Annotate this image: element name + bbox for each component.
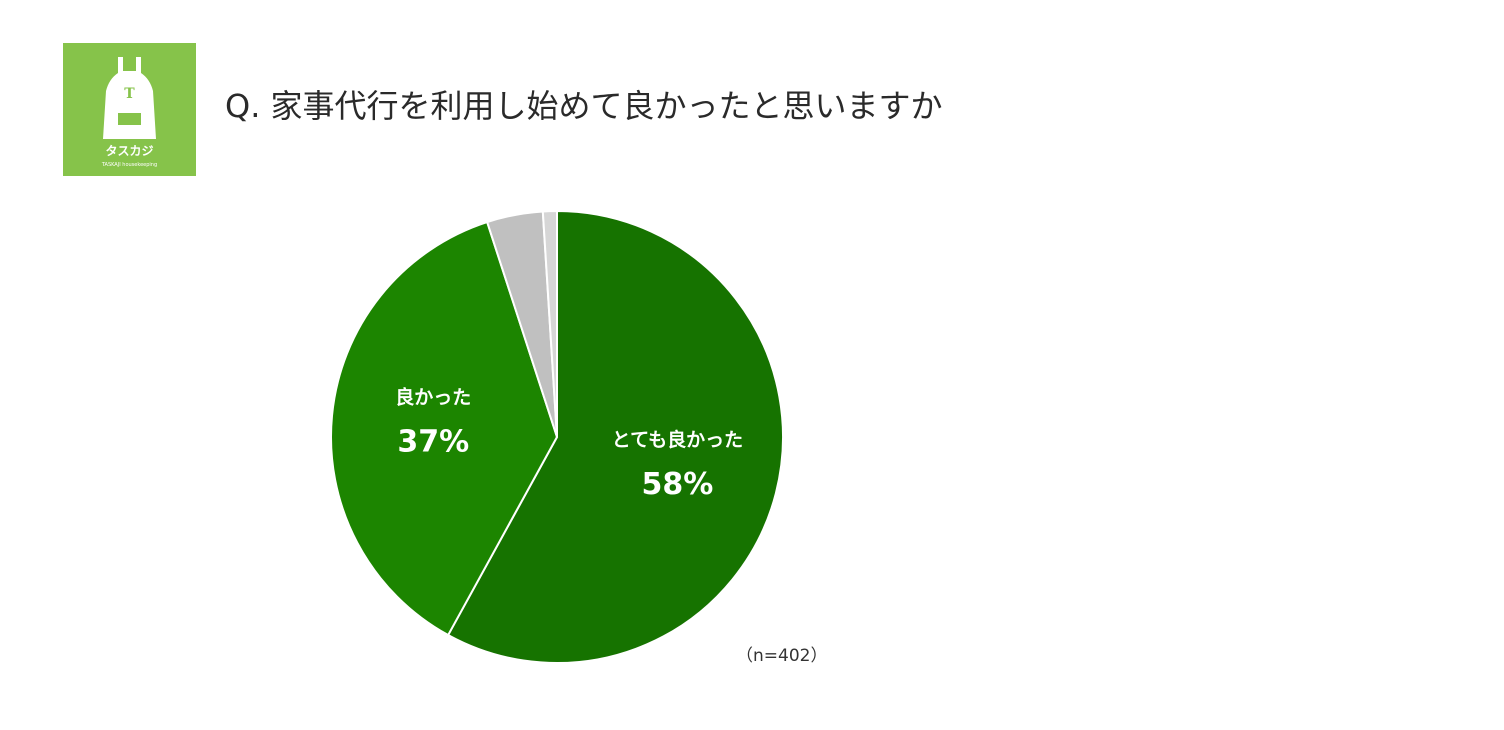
slice-label-1: 良かった: [395, 385, 471, 408]
logo-brand-subtext: TASKAJI housekeeping: [101, 162, 157, 168]
pie-labels: とても良かった 58% 良かった 37%: [395, 385, 743, 502]
sample-size-note: （n=402）: [736, 646, 827, 666]
slice-value-1: 37%: [397, 424, 469, 459]
slice-label-0: とても良かった: [612, 428, 743, 451]
pie-slice-3: [541, 209, 558, 438]
brand-logo: T タスカジ TASKAJI housekeeping: [63, 43, 196, 176]
pie-slice-0: [446, 209, 784, 664]
slice-value-0: 58%: [641, 467, 713, 502]
apron-icon: [103, 57, 156, 139]
logo-brand-text: タスカジ: [105, 144, 153, 158]
pie-slice-1: [330, 220, 559, 637]
apron-pocket: [118, 113, 141, 125]
chart-title: Q. 家事代行を利用し始めて良かったと思いますか: [225, 87, 943, 125]
logo-letter: T: [124, 86, 135, 102]
pie-slices: [330, 209, 784, 664]
